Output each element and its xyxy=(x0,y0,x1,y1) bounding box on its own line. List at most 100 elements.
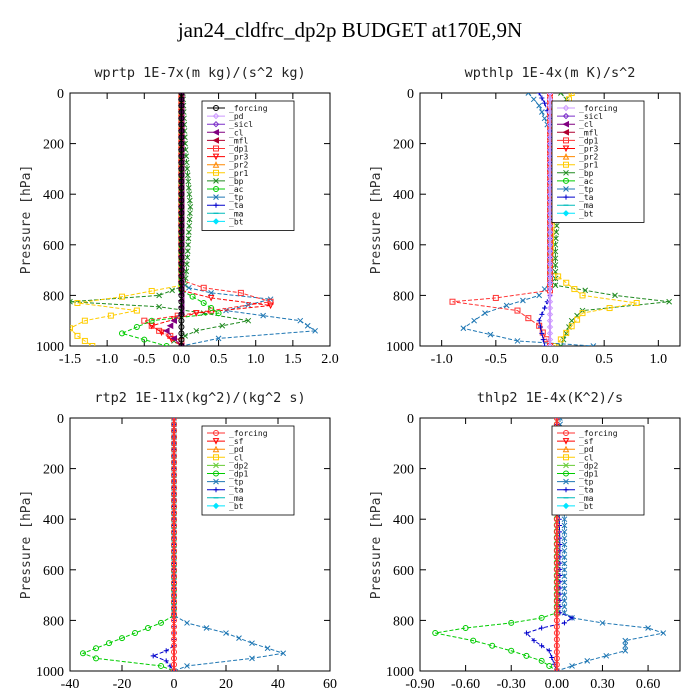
data-point xyxy=(553,541,560,548)
data-point xyxy=(546,317,554,324)
data-point xyxy=(280,650,287,657)
data-point xyxy=(178,121,185,128)
legend-item: _ac xyxy=(207,185,244,194)
data-point xyxy=(170,335,177,342)
data-point xyxy=(158,329,165,337)
data-point xyxy=(162,327,170,335)
data-point xyxy=(171,452,177,459)
data-point xyxy=(508,647,515,654)
data-point xyxy=(178,336,185,343)
data-point xyxy=(622,637,629,644)
data-point xyxy=(189,293,196,300)
data-point xyxy=(223,630,229,636)
legend-label: _pr1 xyxy=(229,169,248,178)
data-point xyxy=(171,585,177,592)
data-point xyxy=(267,298,274,305)
x-tick-label: -0.5 xyxy=(133,352,155,367)
data-point xyxy=(178,222,185,229)
legend-marker xyxy=(562,112,570,120)
legend-marker xyxy=(212,161,220,168)
plot-frame xyxy=(69,417,331,672)
data-point xyxy=(183,268,190,275)
data-point xyxy=(557,566,563,572)
data-point xyxy=(178,172,185,179)
panel-title: wprtp 1E-7x(m kg)/(s^2 kg) xyxy=(94,65,305,81)
legend-marker xyxy=(213,454,219,461)
legend-label: _ta xyxy=(579,193,594,202)
y-tick-label: 600 xyxy=(43,564,64,579)
data-point xyxy=(245,317,252,324)
data-point xyxy=(184,172,191,179)
y-tick-label: 1000 xyxy=(386,665,414,680)
legend-item: _tp xyxy=(557,478,594,487)
legend-label: _sf xyxy=(229,437,244,446)
data-point xyxy=(553,229,560,236)
data-point xyxy=(171,465,177,472)
legend-marker xyxy=(212,502,220,510)
data-point xyxy=(312,327,318,334)
data-point xyxy=(186,197,193,204)
legend-item: _sf xyxy=(557,437,594,446)
chart-panel-rtp2: rtp2 1E-11x(kg^2)/(kg^2 s) Pressure [hPa]… xyxy=(19,390,337,692)
data-point xyxy=(267,302,274,310)
legend-label: _ma xyxy=(579,494,594,503)
legend-marker xyxy=(563,478,569,485)
data-point xyxy=(546,254,554,261)
data-point xyxy=(132,630,138,637)
data-point xyxy=(171,427,177,434)
legend-label: _dp2 xyxy=(229,461,248,470)
legend-marker xyxy=(213,186,219,192)
data-point xyxy=(187,203,194,210)
data-point xyxy=(584,658,591,664)
data-point xyxy=(178,305,185,312)
data-point xyxy=(171,573,177,580)
legend-label: _dp2 xyxy=(579,461,598,470)
legend-marker xyxy=(213,470,219,477)
data-point xyxy=(561,541,568,548)
data-point xyxy=(633,299,640,306)
legend-item: _forcing xyxy=(207,429,268,438)
data-point xyxy=(203,625,210,631)
legend-label: _forcing xyxy=(229,429,268,438)
data-point xyxy=(192,310,200,317)
data-point xyxy=(171,560,177,567)
data-point xyxy=(171,446,177,453)
data-point xyxy=(553,661,560,668)
data-point xyxy=(178,279,185,286)
data-point xyxy=(178,343,185,346)
y-tick-label: 0 xyxy=(57,87,64,102)
x-tick-label: 0.5 xyxy=(210,352,228,367)
legend-item: _pr2 xyxy=(207,161,248,170)
data-point xyxy=(553,222,560,229)
legend-marker xyxy=(213,487,219,493)
data-point xyxy=(470,637,477,644)
data-point xyxy=(178,254,185,261)
legend-label: _ac xyxy=(229,185,244,194)
data-point xyxy=(178,317,185,324)
legend-item: _forcing xyxy=(557,429,618,438)
legend-marker xyxy=(213,462,219,469)
data-point xyxy=(187,210,193,217)
figure-title: jan24_cldfrc_dp2p BUDGET at170E,9N xyxy=(177,18,523,42)
data-point xyxy=(553,585,560,592)
data-point xyxy=(74,299,81,306)
x-tick-label: -1.0 xyxy=(96,352,118,367)
series-dp1 xyxy=(80,418,177,671)
data-point xyxy=(568,93,575,96)
data-point xyxy=(514,338,521,344)
data-point xyxy=(553,418,560,421)
data-point xyxy=(561,528,568,535)
data-point xyxy=(539,109,545,115)
data-point xyxy=(178,127,185,134)
data-point xyxy=(178,178,185,185)
data-point xyxy=(89,343,96,346)
data-point xyxy=(178,146,185,153)
data-point xyxy=(622,647,629,654)
data-point xyxy=(171,418,177,421)
data-point xyxy=(557,560,563,566)
data-point xyxy=(184,166,191,172)
data-point xyxy=(171,471,177,478)
legend-marker xyxy=(212,153,220,161)
data-point xyxy=(482,310,488,316)
data-point xyxy=(487,331,494,338)
